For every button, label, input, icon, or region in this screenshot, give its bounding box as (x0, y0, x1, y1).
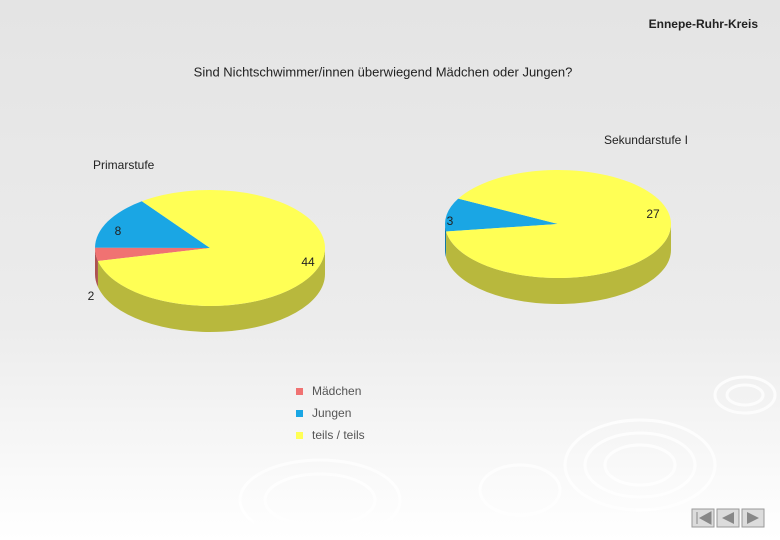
data-label: 8 (115, 224, 122, 238)
pie-slice (446, 170, 671, 279)
nav-buttons (691, 508, 765, 528)
pie-slice (95, 201, 210, 248)
legend-swatch (296, 432, 303, 439)
header: Ennepe-Ruhr-Kreis (649, 17, 759, 31)
legend-swatch (296, 388, 303, 395)
legend-swatch (296, 410, 303, 417)
data-label: 2 (88, 289, 95, 303)
decoration (238, 375, 777, 540)
pie-title: Primarstufe (93, 158, 155, 172)
pie-side (97, 248, 325, 332)
legend-label: Mädchen (312, 384, 361, 398)
pie-slice (97, 190, 325, 307)
legend-label: teils / teils (312, 428, 365, 442)
data-label: 3 (447, 214, 454, 228)
icon (696, 511, 712, 525)
icon (747, 512, 759, 524)
pie-title: Sekundarstufe I (604, 133, 688, 147)
pie-side (445, 224, 447, 258)
pie-slice (95, 247, 210, 262)
title: Sind Nichtschwimmer/innen überwiegend Mä… (194, 64, 573, 79)
pie-side (95, 248, 98, 288)
pie-slice (445, 198, 558, 232)
data-label: 27 (646, 207, 660, 221)
icon (722, 512, 734, 524)
data-label: 44 (301, 255, 315, 269)
pie-side (446, 224, 671, 305)
legend-label: Jungen (312, 406, 351, 420)
